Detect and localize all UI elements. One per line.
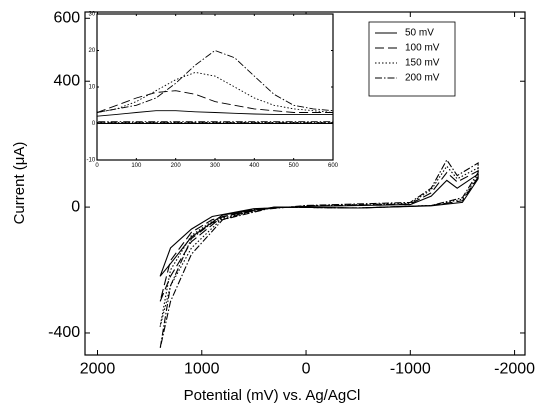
x-tick-label: 0 bbox=[95, 163, 99, 169]
series-line bbox=[96, 90, 334, 124]
series-line bbox=[96, 71, 334, 123]
y-tick-label: -10 bbox=[87, 158, 96, 164]
series-line bbox=[159, 158, 479, 349]
y-tick-label: 0 bbox=[71, 198, 80, 215]
plot-area bbox=[97, 14, 333, 160]
y-tick-label: 400 bbox=[53, 72, 80, 89]
y-tick-label: 0 bbox=[92, 121, 96, 127]
plot-frame bbox=[84, 11, 526, 356]
plot-frame bbox=[96, 13, 334, 161]
x-tick-label: 600 bbox=[328, 163, 339, 169]
x-axis-label: Potential (mV) vs. Ag/AgCl bbox=[184, 387, 361, 404]
legend-label: 150 mV bbox=[405, 58, 440, 69]
series-line bbox=[96, 110, 334, 124]
y-tick-label: -400 bbox=[48, 324, 80, 341]
y-tick-label: 600 bbox=[53, 10, 80, 27]
legend-label: 100 mV bbox=[405, 43, 440, 54]
y-axis-label: Current (μA) bbox=[11, 142, 28, 225]
x-tick-label: 2000 bbox=[80, 361, 116, 378]
x-tick-label: 1000 bbox=[184, 361, 220, 378]
x-tick-label: 500 bbox=[289, 163, 300, 169]
x-tick-label: 100 bbox=[131, 163, 142, 169]
x-tick-label: 0 bbox=[302, 361, 311, 378]
y-tick-label: 10 bbox=[89, 85, 96, 91]
series-line bbox=[159, 165, 479, 327]
x-tick-label: -1000 bbox=[390, 361, 431, 378]
x-tick-label: -2000 bbox=[494, 361, 535, 378]
y-tick-label: 30 bbox=[89, 12, 96, 18]
x-tick-label: 300 bbox=[210, 163, 221, 169]
legend-label: 50 mV bbox=[405, 28, 434, 39]
legend-box bbox=[368, 21, 456, 97]
x-tick-label: 400 bbox=[249, 163, 260, 169]
legend-label: 200 mV bbox=[405, 73, 440, 84]
x-tick-label: 200 bbox=[171, 163, 182, 169]
y-tick-label: 20 bbox=[89, 48, 96, 54]
